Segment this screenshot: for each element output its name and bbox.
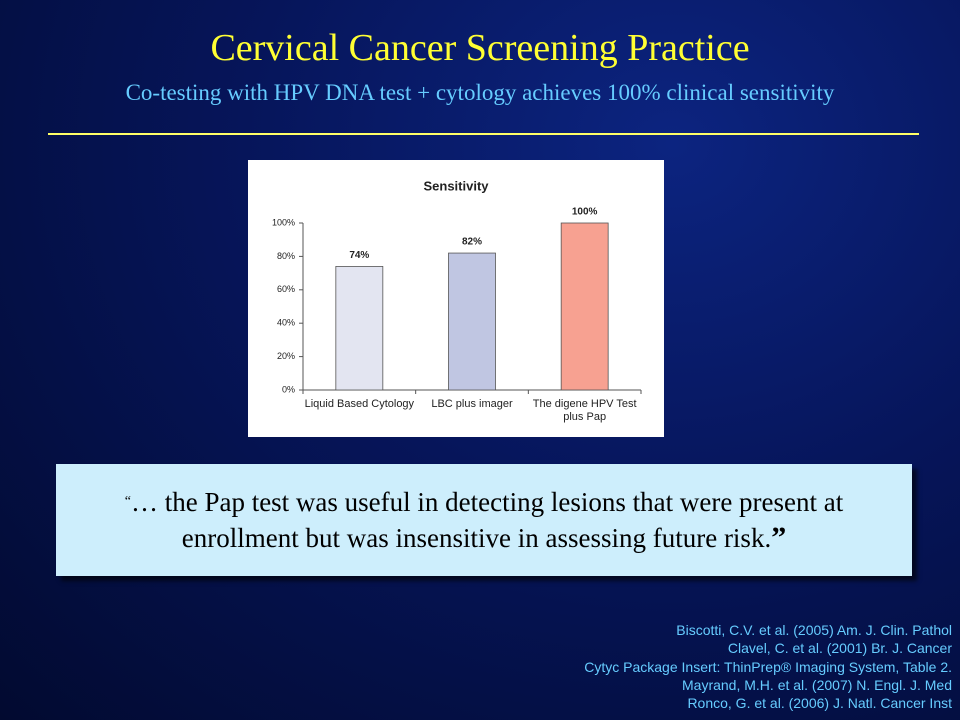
value-label: 82%: [462, 237, 482, 248]
chart-svg: Sensitivity 0% 20% 40% 60% 80% 100% 74% 82% 100%: [272, 178, 642, 394]
chart: Sensitivity 0% 20% 40% 60% 80% 100% 74% 82% 100%…: [248, 160, 664, 437]
references: Biscotti, C.V. et al. (2005) Am. J. Clin…: [584, 621, 952, 712]
y-tick-label: 0%: [282, 384, 295, 394]
quote-text: … the Pap test was useful in detecting l…: [130, 487, 844, 553]
value-label: 74%: [349, 250, 369, 261]
close-quote: ”: [771, 521, 787, 554]
reference: Mayrand, M.H. et al. (2007) N. Engl. J. …: [682, 676, 952, 693]
reference: Biscotti, C.V. et al. (2005) Am. J. Clin…: [676, 622, 952, 638]
quote: “… the Pap test was useful in detecting …: [56, 484, 912, 556]
reference: Clavel, C. et al. (2001) Br. J. Cancer: [727, 640, 952, 657]
y-tick-label: 40%: [277, 318, 295, 328]
x-tick-label: The digene HPV Test plus Pap: [532, 398, 637, 423]
divider: [48, 133, 919, 135]
chart-title: Sensitivity: [423, 178, 489, 193]
y-tick-label: 60%: [277, 284, 295, 294]
x-tick-label: Liquid Based Cytology: [304, 398, 415, 410]
slide-subtitle: Co-testing with HPV DNA test + cytology …: [125, 80, 835, 105]
y-tick-label: 100%: [272, 217, 295, 227]
bar: [560, 222, 609, 391]
reference: Cytyc Package Insert: ThinPrep® Imaging …: [584, 658, 952, 675]
value-label: 100%: [572, 207, 598, 218]
bar: [335, 266, 384, 391]
y-tick-label: 80%: [277, 251, 295, 261]
reference: Ronco, G. et al. (2006) J. Natl. Cancer …: [687, 695, 952, 712]
quote-box: “… the Pap test was useful in detecting …: [56, 464, 912, 576]
open-quote: “: [124, 494, 131, 509]
y-tick-label: 20%: [277, 351, 295, 361]
bar: [448, 252, 496, 391]
slide-title: Cervical Cancer Screening Practice: [210, 27, 750, 69]
x-tick-label: LBC plus imager: [431, 398, 513, 410]
